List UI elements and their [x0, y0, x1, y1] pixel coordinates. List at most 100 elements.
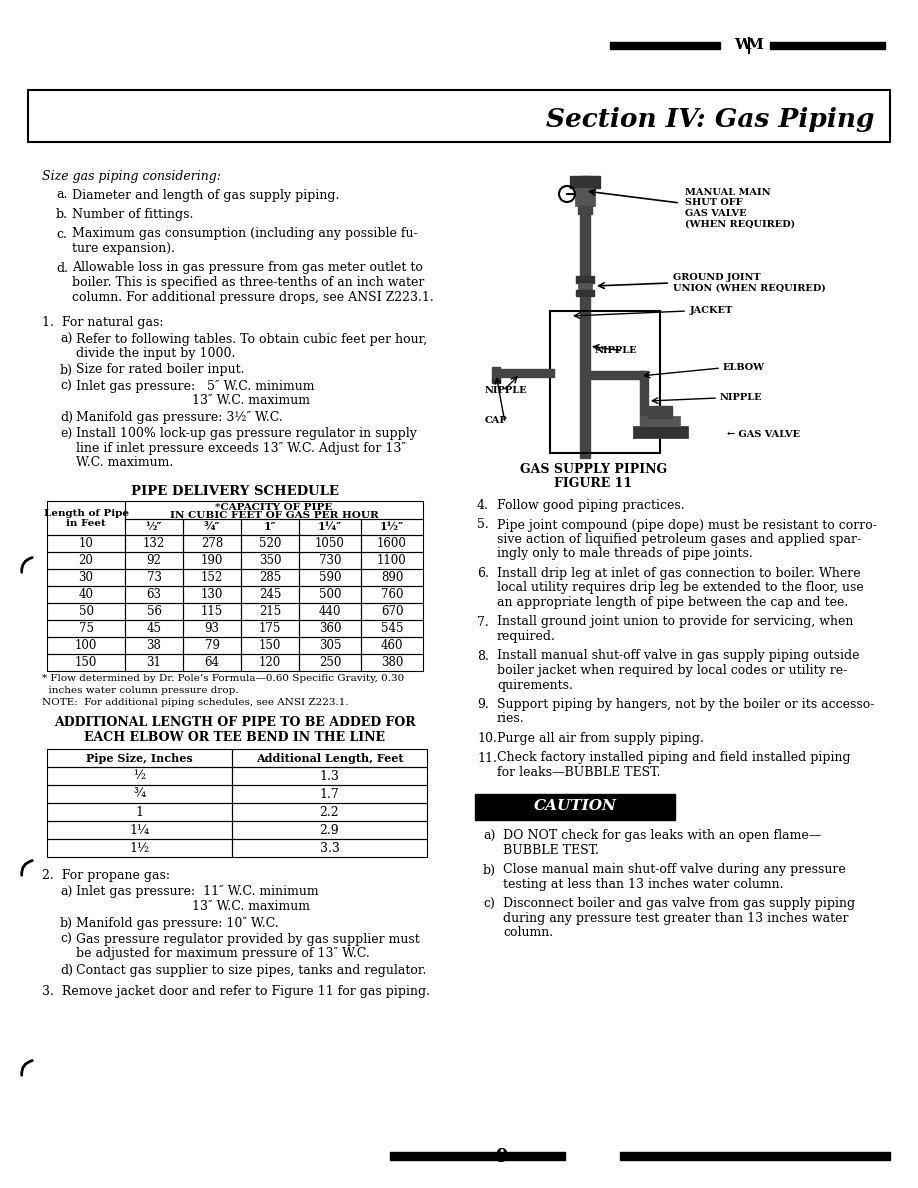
Text: Install ground joint union to provide for servicing, when: Install ground joint union to provide fo… [497, 615, 854, 628]
Text: 40: 40 [79, 588, 94, 601]
Bar [361, 637, 423, 655]
Text: 150: 150 [74, 656, 97, 669]
Text: PIPE DELIVERY SCHEDULE: PIPE DELIVERY SCHEDULE [131, 485, 339, 498]
Text: 1″: 1″ [263, 522, 276, 532]
Text: Install manual shut-off valve in gas supply piping outside: Install manual shut-off valve in gas sup… [497, 650, 859, 663]
Text: 93: 93 [205, 623, 219, 636]
Bar [183, 552, 241, 569]
Text: line if inlet pressure exceeds 13″ W.C. Adjust for 13″: line if inlet pressure exceeds 13″ W.C. … [76, 442, 406, 455]
Bar [47, 803, 232, 821]
Text: 152: 152 [201, 571, 223, 584]
Bar [47, 501, 125, 535]
Text: ¾″: ¾″ [204, 522, 220, 532]
Text: 1: 1 [136, 805, 143, 819]
Text: b): b) [483, 864, 496, 877]
Bar [47, 569, 125, 586]
Text: 545: 545 [381, 623, 403, 636]
Text: Purge all air from supply piping.: Purge all air from supply piping. [497, 732, 704, 745]
Bar [28, 90, 890, 143]
Text: 30: 30 [79, 571, 94, 584]
Bar [125, 519, 183, 535]
Text: 590: 590 [319, 571, 341, 584]
Text: Disconnect boiler and gas valve from gas supply piping: Disconnect boiler and gas valve from gas… [503, 897, 856, 910]
Bar [183, 569, 241, 586]
Text: ¾: ¾ [133, 788, 146, 801]
Bar [125, 569, 183, 586]
Bar [183, 637, 241, 655]
Bar [361, 586, 423, 604]
Bar [576, 276, 594, 283]
Bar [183, 586, 241, 604]
Bar [578, 206, 592, 214]
Text: 5.: 5. [477, 518, 488, 531]
Bar [633, 426, 688, 438]
Bar [640, 371, 648, 426]
Text: Additional Length, Feet: Additional Length, Feet [256, 752, 403, 764]
Text: 6.: 6. [477, 567, 489, 580]
Text: ½″: ½″ [146, 522, 162, 532]
Text: 1¼: 1¼ [129, 823, 150, 836]
Text: 2.9: 2.9 [319, 823, 340, 836]
Text: 132: 132 [143, 537, 165, 550]
Text: 63: 63 [147, 588, 162, 601]
Bar [241, 519, 299, 535]
Text: 1.7: 1.7 [319, 788, 340, 801]
Bar [299, 637, 361, 655]
Bar [550, 311, 660, 453]
Text: 130: 130 [201, 588, 223, 601]
Text: 500: 500 [319, 588, 341, 601]
Text: ingly only to male threads of pipe joints.: ingly only to male threads of pipe joint… [497, 548, 753, 561]
Bar [492, 367, 500, 381]
Text: 56: 56 [147, 605, 162, 618]
Text: 3.  Remove jacket door and refer to Figure 11 for gas piping.: 3. Remove jacket door and refer to Figur… [42, 985, 430, 998]
Bar [47, 767, 232, 785]
Text: 20: 20 [79, 554, 94, 567]
Text: ries.: ries. [497, 713, 524, 726]
Text: boiler. This is specified as three-tenths of an inch water: boiler. This is specified as three-tenth… [72, 276, 424, 289]
Bar [47, 637, 125, 655]
Text: NIPPLE: NIPPLE [720, 393, 763, 402]
Bar [183, 519, 241, 535]
Text: ½: ½ [133, 770, 146, 783]
Text: inches water column pressure drop.: inches water column pressure drop. [42, 685, 239, 695]
Text: Length of Pipe: Length of Pipe [43, 508, 129, 518]
Bar [125, 552, 183, 569]
Text: NIPPLE: NIPPLE [595, 346, 638, 355]
Text: c): c) [60, 380, 72, 393]
Text: 1.3: 1.3 [319, 770, 340, 783]
Bar [361, 535, 423, 552]
Bar [581, 371, 589, 379]
Bar [232, 803, 427, 821]
Text: d): d) [60, 963, 73, 977]
Bar [183, 604, 241, 620]
Bar [500, 369, 554, 377]
Text: Support piping by hangers, not by the boiler or its accesso-: Support piping by hangers, not by the bo… [497, 699, 874, 710]
Text: quirements.: quirements. [497, 678, 573, 691]
Text: 3.3: 3.3 [319, 841, 340, 854]
Text: W: W [734, 38, 752, 52]
Text: Allowable loss in gas pressure from gas meter outlet to: Allowable loss in gas pressure from gas … [72, 261, 423, 274]
Text: 215: 215 [259, 605, 281, 618]
Bar [241, 637, 299, 655]
Text: Manifold gas pressure: 10″ W.C.: Manifold gas pressure: 10″ W.C. [76, 916, 279, 929]
Text: NOTE:  For additional piping schedules, see ANSI Z223.1.: NOTE: For additional piping schedules, s… [42, 699, 349, 707]
Text: 380: 380 [381, 656, 403, 669]
Bar [47, 785, 232, 803]
Bar [232, 821, 427, 839]
Text: JACKET: JACKET [690, 307, 733, 315]
Bar [361, 569, 423, 586]
Text: c): c) [483, 897, 495, 910]
Bar [299, 535, 361, 552]
Text: boiler jacket when required by local codes or utility re-: boiler jacket when required by local cod… [497, 664, 847, 677]
Text: * Flow determined by Dr. Pole’s Formula—0.60 Specific Gravity, 0.30: * Flow determined by Dr. Pole’s Formula—… [42, 674, 404, 683]
Text: Pipe joint compound (pipe dope) must be resistant to corro-: Pipe joint compound (pipe dope) must be … [497, 518, 877, 531]
Bar [47, 748, 232, 767]
Text: 250: 250 [319, 656, 341, 669]
Text: d.: d. [56, 261, 68, 274]
Bar [125, 501, 423, 519]
Bar [361, 655, 423, 671]
Text: ← GAS VALVE: ← GAS VALVE [727, 430, 800, 440]
Text: 75: 75 [79, 623, 94, 636]
Text: testing at less than 13 inches water column.: testing at less than 13 inches water col… [503, 878, 783, 891]
Text: 4.: 4. [477, 499, 489, 512]
